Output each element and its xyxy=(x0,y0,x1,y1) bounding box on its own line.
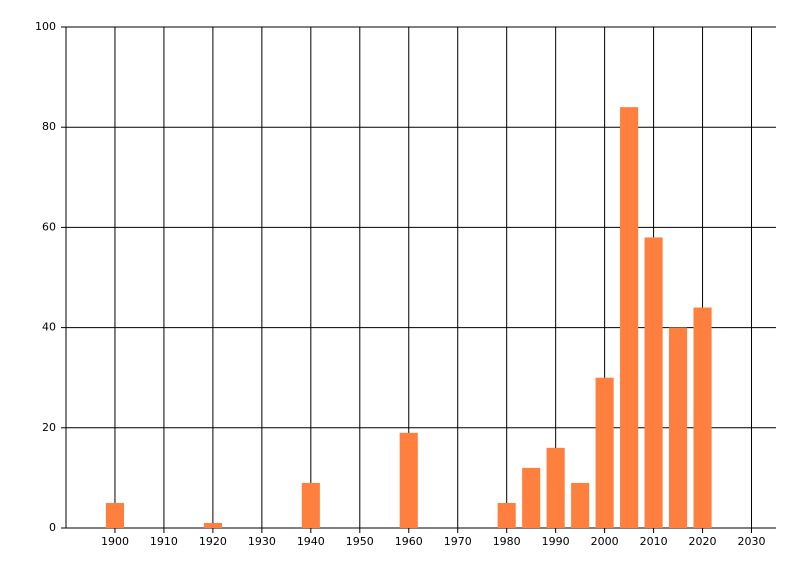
x-tick-label: 2030 xyxy=(738,535,766,548)
bar xyxy=(595,377,614,528)
x-tick-label: 2000 xyxy=(591,535,619,548)
x-tick-label: 1960 xyxy=(395,535,423,548)
bar xyxy=(105,502,125,528)
bar xyxy=(620,107,639,528)
bar xyxy=(399,432,418,528)
bar xyxy=(301,482,320,528)
x-tick-label: 1980 xyxy=(493,535,521,548)
x-tick-label: 1970 xyxy=(444,535,472,548)
y-tick-label: 80 xyxy=(42,120,56,133)
bar xyxy=(669,327,688,528)
bar xyxy=(546,447,565,528)
x-tick-label: 2020 xyxy=(689,535,717,548)
bar xyxy=(644,237,663,529)
bar xyxy=(497,502,516,528)
x-tick-label: 1910 xyxy=(150,535,178,548)
x-tick-label: 1900 xyxy=(101,535,129,548)
x-tick-label: 1990 xyxy=(542,535,570,548)
y-tick-label: 100 xyxy=(35,20,56,33)
x-tick-label: 1920 xyxy=(199,535,227,548)
y-tick-label: 60 xyxy=(42,220,56,233)
x-tick-label: 1930 xyxy=(248,535,276,548)
x-tick-label: 2010 xyxy=(640,535,668,548)
bar xyxy=(203,522,222,528)
x-tick-label: 1940 xyxy=(297,535,325,548)
y-tick-label: 40 xyxy=(42,321,56,334)
bar xyxy=(571,482,590,528)
y-tick-label: 0 xyxy=(49,521,56,534)
y-tick-label: 20 xyxy=(42,421,56,434)
bar xyxy=(693,307,712,528)
x-tick-label: 1950 xyxy=(346,535,374,548)
bar xyxy=(522,467,541,528)
